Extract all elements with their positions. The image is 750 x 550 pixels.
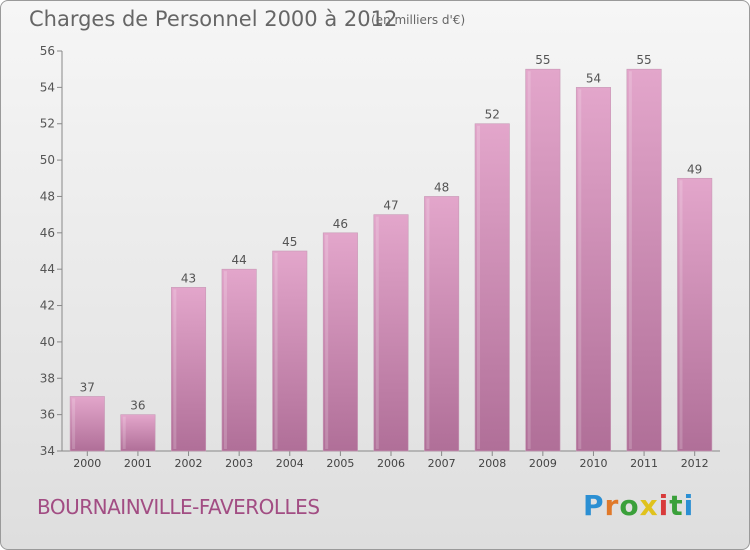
bar-highlight — [578, 89, 582, 449]
x-tick-label-2007: 2007 — [428, 457, 456, 470]
data-label-2004: 45 — [282, 235, 297, 249]
city-name: BOURNAINVILLE-FAVEROLLES — [37, 495, 320, 519]
x-tick-label-2003: 2003 — [225, 457, 253, 470]
bar-2000[interactable] — [69, 396, 105, 452]
data-label-2008: 52 — [485, 108, 500, 122]
bar-2011[interactable] — [626, 68, 662, 452]
x-tick-label-2006: 2006 — [377, 457, 405, 470]
y-tick-label: 34 — [40, 444, 55, 458]
y-tick-label: 38 — [40, 371, 55, 385]
bar-2007[interactable] — [424, 196, 460, 452]
data-label-2000: 37 — [80, 380, 95, 394]
x-tick-label-2008: 2008 — [478, 457, 506, 470]
data-label-2012: 49 — [687, 162, 702, 176]
bar-2003[interactable] — [221, 268, 257, 452]
logo-letter: P — [583, 489, 605, 522]
data-labels-group: 37 36 43 44 45 46 47 48 52 55 54 55 49 — [80, 53, 703, 412]
y-tick-label: 46 — [40, 226, 55, 240]
y-tick-label: 50 — [40, 153, 55, 167]
bar-highlight — [72, 398, 76, 449]
x-tick-label-2009: 2009 — [529, 457, 557, 470]
y-axis: 34 36 38 40 42 44 46 48 50 52 54 56 — [40, 44, 63, 458]
logo-letter: o — [619, 489, 640, 522]
y-tick-label: 36 — [40, 408, 55, 422]
bar-highlight — [628, 71, 632, 449]
bar-highlight — [375, 216, 379, 449]
data-label-2007: 48 — [434, 180, 449, 194]
y-tick-label: 42 — [40, 299, 55, 313]
y-tick-label: 40 — [40, 335, 55, 349]
data-label-2005: 46 — [333, 217, 348, 231]
chart-title: Charges de Personnel 2000 à 2012 — [29, 7, 398, 31]
bar-highlight — [426, 198, 430, 449]
x-tick-label-2005: 2005 — [326, 457, 354, 470]
y-tick-label: 54 — [40, 80, 55, 94]
bar-2004[interactable] — [272, 250, 308, 452]
logo-letter: t — [669, 489, 684, 522]
bar-2006[interactable] — [373, 214, 409, 452]
y-tick-label: 56 — [40, 44, 55, 58]
bar-2008[interactable] — [474, 123, 510, 452]
bar-highlight — [122, 416, 126, 449]
bar-2010[interactable] — [575, 87, 611, 452]
bar-highlight — [477, 125, 481, 450]
logo-letter: i — [658, 489, 670, 522]
bar-2005[interactable] — [322, 232, 358, 452]
bar-highlight — [223, 271, 227, 449]
x-axis: 2000 2001 2002 2003 2004 2005 2006 2007 2008 2009… — [62, 450, 720, 470]
y-tick-label: 44 — [40, 262, 55, 276]
chart-subtitle: (en milliers d'€) — [371, 13, 466, 27]
bar-highlight — [274, 253, 278, 449]
x-tick-label-2010: 2010 — [579, 457, 607, 470]
bars-group — [69, 68, 713, 452]
data-label-2006: 47 — [383, 199, 398, 213]
bar-2002[interactable] — [171, 287, 207, 452]
data-label-2001: 36 — [130, 399, 145, 413]
y-tick-label: 52 — [40, 117, 55, 131]
data-label-2010: 54 — [586, 71, 601, 85]
bar-highlight — [325, 234, 329, 449]
x-tick-label-2001: 2001 — [124, 457, 152, 470]
logo-letter: x — [639, 489, 659, 522]
y-tick-label: 48 — [40, 189, 55, 203]
logo-letter: i — [683, 489, 695, 522]
x-tick-label-2004: 2004 — [276, 457, 304, 470]
x-tick-label-2002: 2002 — [175, 457, 203, 470]
bar-highlight — [173, 289, 177, 449]
data-label-2009: 55 — [535, 53, 550, 67]
data-label-2002: 43 — [181, 271, 196, 285]
x-tick-label-2000: 2000 — [73, 457, 101, 470]
logo-letter: r — [604, 489, 620, 522]
data-label-2011: 55 — [636, 53, 651, 67]
bar-2009[interactable] — [525, 68, 561, 452]
bar-2001[interactable] — [120, 414, 156, 452]
x-tick-label-2012: 2012 — [681, 457, 709, 470]
bar-highlight — [527, 71, 531, 449]
bar-highlight — [679, 180, 683, 450]
bar-2012[interactable] — [677, 177, 713, 452]
x-tick-label-2011: 2011 — [630, 457, 658, 470]
proxiti-logo[interactable]: Proxiti — [583, 489, 694, 522]
data-label-2003: 44 — [232, 253, 247, 267]
